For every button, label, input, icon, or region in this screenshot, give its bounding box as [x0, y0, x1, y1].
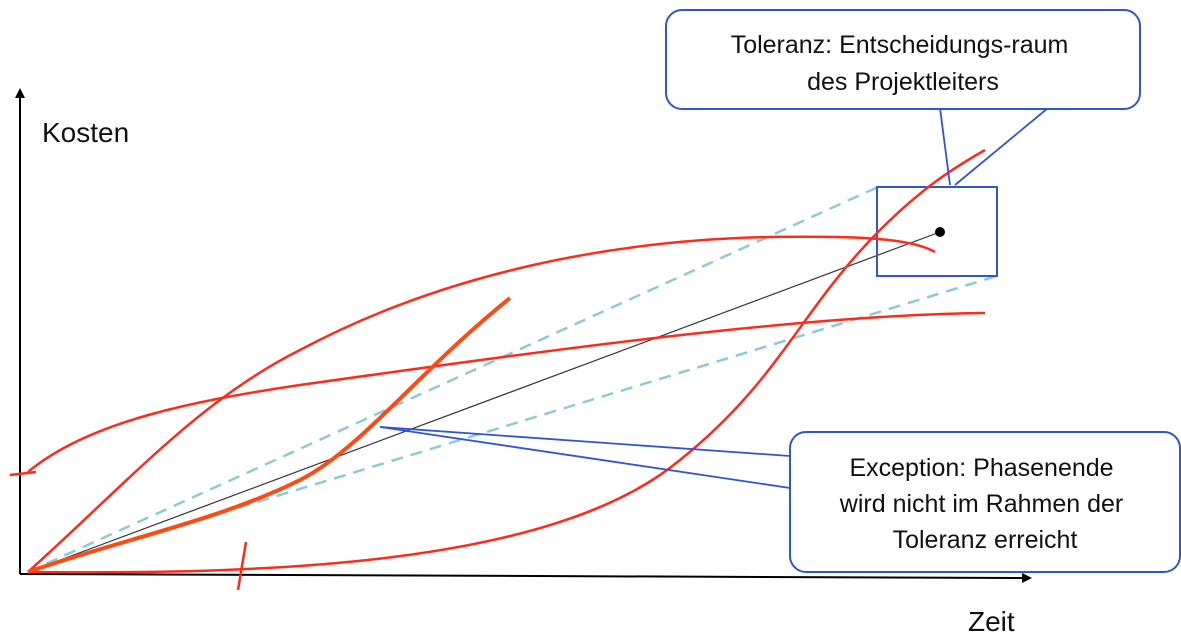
tolerance-callout-text: Toleranz: Entscheidungs-raum des Projekt…	[731, 31, 1076, 96]
exception-callout-line-1: Exception: Phasenende	[849, 454, 1113, 482]
tolerance-callout-connector-right	[954, 107, 1049, 186]
exception-callout-text: Exception: Phasenende wird nicht im Rahm…	[839, 454, 1130, 554]
exception-callout-connector-bottom	[379, 426, 791, 489]
exception-callout-line-2: wird nicht im Rahmen der	[839, 490, 1123, 518]
target-point	[935, 227, 945, 237]
exception-callout-connector-top	[379, 426, 791, 457]
x-axis	[19, 572, 1032, 583]
start-tick-mark	[9, 470, 37, 477]
tolerance-callout-line-1: Toleranz: Entscheidungs-raum	[731, 31, 1069, 59]
tolerance-upper-line	[27, 185, 879, 574]
tolerance-callout-line-2: des Projektleiters	[807, 68, 999, 96]
deviation-curve-high-start	[27, 311, 986, 473]
phase-tick-mark	[236, 541, 248, 591]
actual-progress-curve	[27, 296, 512, 574]
x-axis-label: Zeit	[968, 606, 1015, 637]
deviation-curve-late-steep	[27, 148, 986, 574]
exception-callout-box	[789, 431, 1181, 573]
exception-callout-line-3: Toleranz erreicht	[893, 526, 1078, 554]
tolerance-callout-box	[665, 9, 1141, 110]
deviation-curve-early-arc	[27, 235, 936, 573]
tolerance-callout-connector-left	[939, 107, 951, 186]
y-axis-label: Kosten	[42, 117, 129, 148]
plan-line	[27, 231, 941, 573]
